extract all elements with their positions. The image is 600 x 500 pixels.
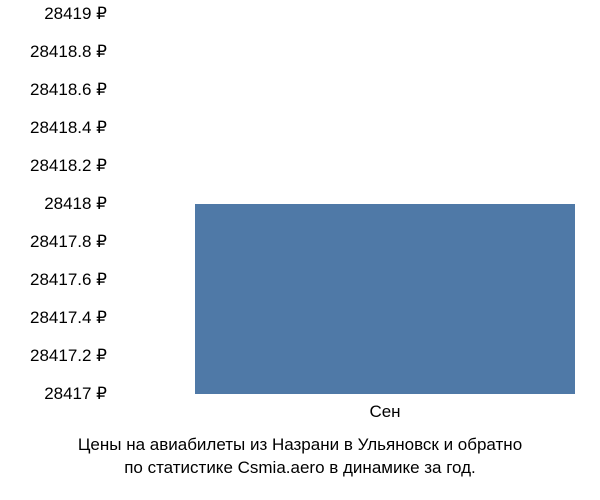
bar	[195, 204, 575, 394]
chart-caption: Цены на авиабилеты из Назрани в Ульяновс…	[0, 434, 600, 480]
caption-line-2: по статистике Csmia.aero в динамике за г…	[124, 458, 476, 477]
y-tick-label: 28417.4 ₽	[30, 308, 107, 328]
y-tick-label: 28417.2 ₽	[30, 346, 107, 366]
caption-line-1: Цены на авиабилеты из Назрани в Ульяновс…	[78, 435, 522, 454]
y-tick-label: 28419 ₽	[44, 4, 107, 24]
y-tick-label: 28418 ₽	[44, 194, 107, 214]
y-tick-label: 28417.6 ₽	[30, 270, 107, 290]
y-tick-label: 28418.6 ₽	[30, 80, 107, 100]
y-tick-label: 28417.8 ₽	[30, 232, 107, 252]
y-tick-label: 28418.2 ₽	[30, 156, 107, 176]
x-tick-label: Сен	[369, 402, 400, 422]
y-tick-label: 28417 ₽	[44, 384, 107, 404]
y-tick-label: 28418.4 ₽	[30, 118, 107, 138]
chart-container: 28419 ₽ 28418.8 ₽ 28418.6 ₽ 28418.4 ₽ 28418.…	[0, 0, 600, 500]
plot-area: Сен	[115, 14, 585, 394]
y-tick-label: 28418.8 ₽	[30, 42, 107, 62]
